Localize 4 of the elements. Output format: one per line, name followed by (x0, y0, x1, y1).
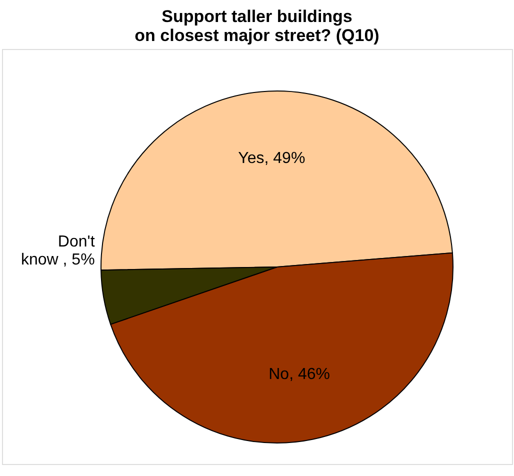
slice-label: No, 46% (268, 366, 330, 383)
slice-label: Yes, 49% (238, 150, 306, 168)
chart-title: Support taller buildings on closest major street? (Q10) (134, 7, 380, 45)
slice-label: Don't know , 5% (20, 233, 96, 268)
